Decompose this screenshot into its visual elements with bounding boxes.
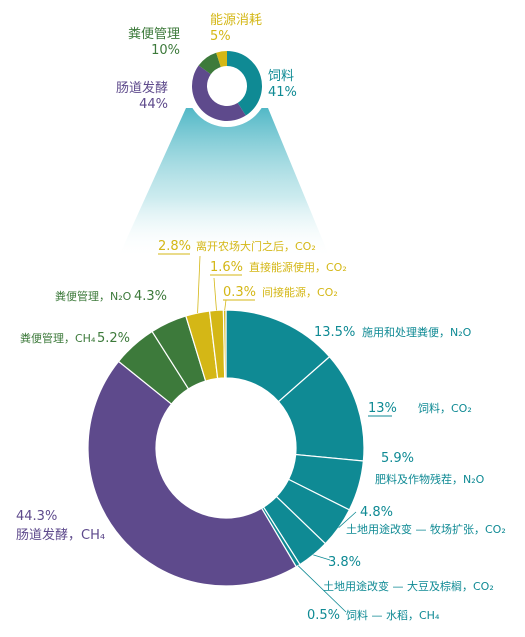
big-label-7: 粪便管理，CH₄ xyxy=(20,331,96,345)
big-label-1: 饲料，CO₂ xyxy=(418,401,472,415)
small-value-0: 41% xyxy=(268,85,297,100)
small-label-1: 肠道发酵 xyxy=(116,80,168,96)
big-value-6: 44.3% xyxy=(16,509,57,524)
big-label-6: 肠道发酵，CH₄ xyxy=(16,527,105,543)
leader-line-11 xyxy=(224,299,227,311)
big-value-10: 1.6% xyxy=(210,260,243,275)
leader-line-4 xyxy=(313,554,331,561)
big-label-2: 肥料及作物残茬，N₂O xyxy=(375,472,485,486)
small-value-2: 10% xyxy=(151,43,180,58)
big-label-4: 土地用途改变 — 大豆及棕榈，CO₂ xyxy=(323,579,494,593)
big-donut-slice-11 xyxy=(222,309,227,379)
big-value-3: 4.8% xyxy=(360,505,393,520)
big-value-5: 0.5% xyxy=(307,608,340,623)
small-donut-slice-0 xyxy=(227,51,262,116)
small-value-3: 5% xyxy=(210,29,231,44)
big-label-10: 直接能源使用，CO₂ xyxy=(249,260,347,274)
small-donut-slice-2 xyxy=(198,52,221,75)
big-value-0: 13.5% xyxy=(314,325,355,340)
big-label-8: 粪便管理，N₂O xyxy=(55,289,132,303)
big-value-7: 5.2% xyxy=(97,331,130,346)
big-label-11: 间接能源，CO₂ xyxy=(262,285,338,299)
zoom-cone xyxy=(118,108,330,258)
big-value-8: 4.3% xyxy=(134,289,167,304)
leader-line-10 xyxy=(213,277,217,311)
small-donut-slice-1 xyxy=(192,65,246,122)
big-value-2: 5.9% xyxy=(381,451,414,466)
big-label-5: 饲料 — 水稻，CH₄ xyxy=(346,608,440,622)
big-value-11: 0.3% xyxy=(223,285,256,300)
big-label-0: 施用和处理粪便，N₂O xyxy=(362,325,472,339)
big-value-4: 3.8% xyxy=(328,555,361,570)
leader-line-3 xyxy=(338,511,357,529)
small-donut-slice-3 xyxy=(216,51,227,67)
big-value-9: 2.8% xyxy=(158,239,191,254)
big-label-3: 土地用途改变 — 牧场扩张，CO₂ xyxy=(346,522,506,536)
leader-line-9 xyxy=(197,255,201,313)
small-label-2: 粪便管理 xyxy=(128,27,180,42)
small-value-1: 44% xyxy=(139,97,168,112)
small-label-3: 能源消耗 xyxy=(210,13,262,28)
leader-line-5 xyxy=(297,565,347,613)
big-donut-slice-6 xyxy=(87,360,298,587)
big-value-1: 13% xyxy=(368,401,397,416)
small-label-0: 饲料 xyxy=(268,69,294,84)
big-label-9: 离开农场大门之后，CO₂ xyxy=(196,239,316,253)
